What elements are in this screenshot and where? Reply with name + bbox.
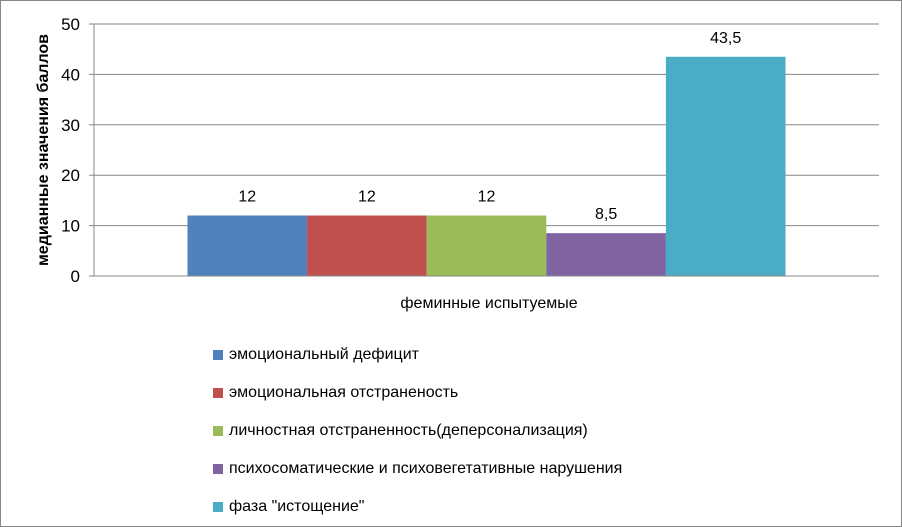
legend-item: психосоматические и психовегетативные на… <box>213 450 622 488</box>
y-tick-label: 40 <box>61 65 80 84</box>
legend-label: эмоциональная отстраненость <box>229 384 459 401</box>
legend: эмоциональный дефицит эмоциональная отстр… <box>213 336 622 526</box>
legend-label: личностная отстраненность(деперсонализац… <box>229 422 588 439</box>
y-axis-ticks: 0 10 20 30 40 50 <box>61 15 94 286</box>
y-tick-label: 10 <box>61 217 80 236</box>
bar <box>546 233 666 276</box>
legend-swatch <box>213 426 223 436</box>
legend-swatch <box>213 502 223 512</box>
y-tick-label: 0 <box>71 267 80 286</box>
x-category-label: феминные испытуемые <box>400 295 577 312</box>
legend-label: эмоциональный дефицит <box>229 346 419 363</box>
data-label: 12 <box>238 189 256 206</box>
legend-swatch <box>213 350 223 360</box>
data-label: 12 <box>358 189 376 206</box>
bars <box>187 56 786 277</box>
legend-item: фаза "истощение" <box>213 488 622 526</box>
legend-label: психосоматические и психовегетативные на… <box>229 460 623 477</box>
bar <box>187 215 308 276</box>
legend-item: эмоциональная отстраненость <box>213 374 622 412</box>
data-label: 43,5 <box>710 30 741 47</box>
y-tick-label: 20 <box>61 166 80 185</box>
y-tick-label: 30 <box>61 116 80 135</box>
bar <box>307 215 427 276</box>
y-axis-title: медианные значения баллов <box>35 34 52 266</box>
bar <box>426 215 547 276</box>
bar <box>665 56 786 277</box>
legend-item: личностная отстраненность(деперсонализац… <box>213 412 622 450</box>
legend-item: эмоциональный дефицит <box>213 336 622 374</box>
y-tick-label: 50 <box>61 15 80 34</box>
data-label: 12 <box>478 189 496 206</box>
data-label: 8,5 <box>595 206 617 223</box>
legend-label: фаза "истощение" <box>229 498 365 515</box>
legend-swatch <box>213 464 223 474</box>
legend-swatch <box>213 388 223 398</box>
data-labels: 12 12 12 8,5 43,5 <box>238 30 741 223</box>
